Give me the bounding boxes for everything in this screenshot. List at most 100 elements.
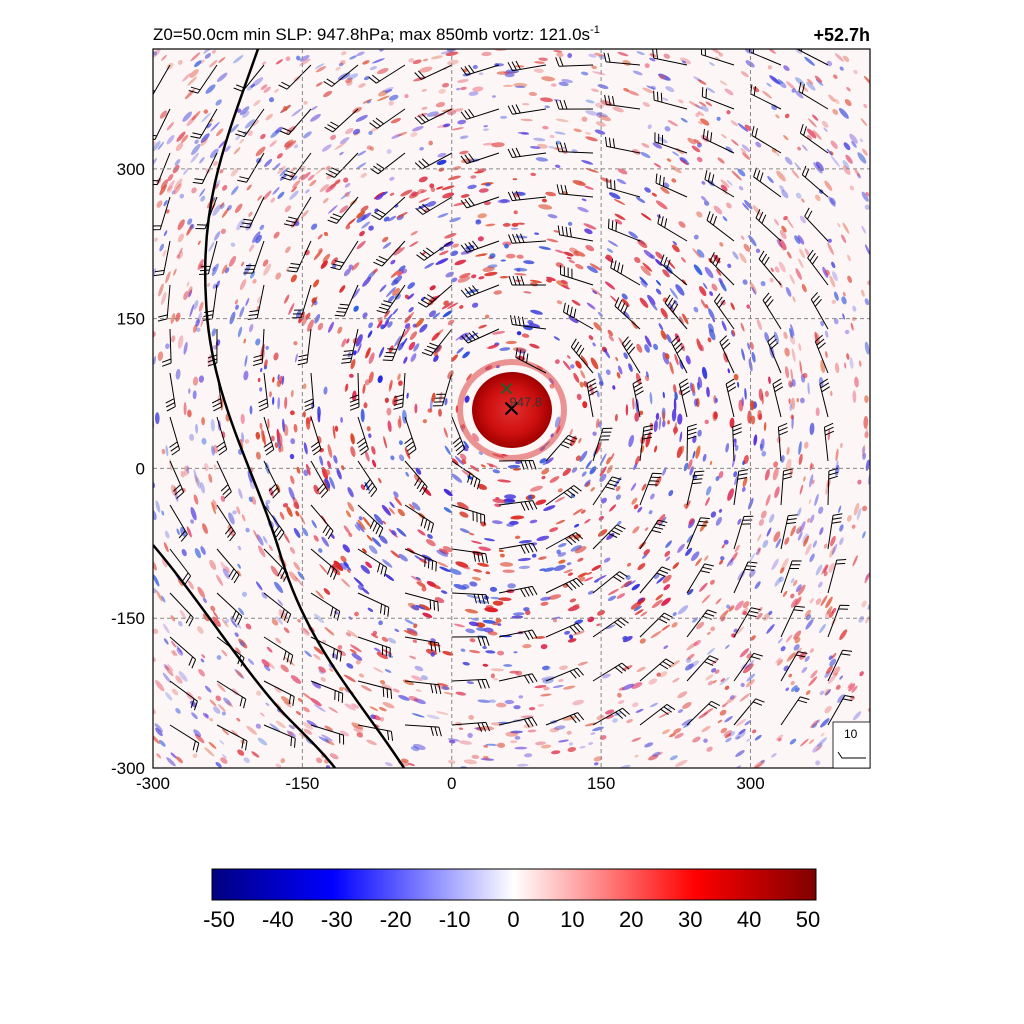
vorticity-speckle: [164, 530, 170, 539]
vorticity-speckle: [665, 556, 671, 562]
vorticity-speckle: [512, 178, 518, 181]
vorticity-speckle: [815, 194, 821, 202]
vorticity-speckle: [820, 718, 830, 728]
vorticity-speckle: [296, 55, 301, 61]
vorticity-speckle: [153, 157, 158, 166]
vorticity-speckle: [695, 112, 700, 118]
vorticity-speckle: [635, 196, 646, 204]
vorticity-speckle: [616, 178, 627, 185]
vorticity-speckle: [438, 88, 446, 94]
wind-barb: [592, 707, 630, 726]
vorticity-speckle: [864, 204, 870, 210]
vorticity-speckle: [191, 187, 197, 194]
vorticity-speckle: [829, 197, 836, 205]
vorticity-speckle: [832, 271, 838, 282]
vorticity-speckle: [219, 740, 225, 745]
vorticity-speckle: [696, 249, 705, 258]
vorticity-speckle: [547, 214, 558, 219]
vorticity-speckle: [691, 145, 701, 153]
vorticity-speckle: [289, 546, 296, 554]
vorticity-speckle: [176, 645, 183, 655]
vorticity-speckle: [153, 707, 156, 715]
vorticity-speckle: [510, 730, 523, 734]
vorticity-speckle: [510, 515, 525, 520]
vorticity-speckle: [304, 650, 312, 658]
wind-barb: [404, 548, 437, 572]
vorticity-speckle: [424, 262, 435, 269]
vorticity-speckle: [679, 316, 684, 324]
vorticity-speckle: [165, 445, 169, 457]
vorticity-speckle: [719, 709, 727, 716]
vorticity-speckle: [422, 612, 433, 619]
vorticity-speckle: [584, 228, 593, 235]
vorticity-speckle: [262, 190, 272, 201]
vorticity-speckle: [355, 334, 363, 347]
vorticity-speckle: [408, 695, 419, 702]
vorticity-speckle: [310, 697, 322, 707]
vorticity-speckle: [606, 465, 613, 474]
vorticity-speckle: [669, 287, 679, 300]
vorticity-speckle: [245, 623, 252, 630]
vorticity-speckle: [154, 412, 160, 425]
vorticity-speckle: [243, 370, 249, 381]
vorticity-speckle: [739, 252, 747, 264]
vorticity-speckle: [351, 288, 361, 299]
vorticity-speckle: [513, 210, 518, 215]
vorticity-speckle: [212, 499, 218, 510]
vorticity-speckle: [665, 540, 672, 548]
vorticity-speckle: [603, 348, 611, 359]
vorticity-speckle: [251, 751, 260, 758]
vorticity-speckle: [387, 420, 392, 433]
vorticity-speckle: [234, 299, 239, 305]
vorticity-speckle: [267, 418, 270, 429]
vorticity-speckle: [432, 312, 441, 319]
vorticity-speckle: [208, 241, 215, 252]
vorticity-speckle: [810, 463, 814, 470]
vorticity-speckle: [766, 623, 775, 634]
vorticity-speckle: [733, 471, 738, 478]
vorticity-speckle: [201, 437, 207, 445]
vorticity-speckle: [488, 463, 494, 468]
vorticity-speckle: [825, 596, 833, 609]
vorticity-speckle: [390, 259, 396, 265]
vorticity-speckle: [290, 274, 297, 283]
vorticity-speckle: [771, 753, 777, 758]
vorticity-speckle: [554, 164, 561, 168]
vorticity-speckle: [221, 754, 227, 759]
vorticity-speckle: [829, 658, 837, 667]
vorticity-speckle: [248, 211, 253, 217]
vorticity-speckle: [329, 476, 336, 490]
vorticity-speckle: [378, 346, 385, 358]
vorticity-speckle: [239, 306, 245, 318]
vorticity-speckle: [781, 189, 789, 199]
wind-barb: [592, 476, 622, 506]
vorticity-speckle: [801, 666, 808, 673]
vorticity-speckle: [775, 734, 784, 741]
vorticity-speckle: [167, 185, 173, 193]
vorticity-speckle: [483, 125, 488, 128]
vorticity-speckle: [427, 408, 433, 413]
vorticity-speckle: [708, 308, 715, 320]
vorticity-speckle: [634, 412, 640, 422]
vorticity-speckle: [560, 279, 568, 285]
wind-barb: [414, 108, 453, 125]
vorticity-speckle: [255, 451, 261, 460]
vorticity-speckle: [674, 732, 684, 739]
vorticity-speckle: [457, 119, 467, 125]
vorticity-speckle: [341, 465, 345, 471]
vorticity-speckle: [390, 455, 395, 461]
vorticity-speckle: [573, 128, 582, 133]
vorticity-speckle: [234, 203, 243, 214]
wind-barb: [192, 152, 218, 185]
vorticity-speckle: [546, 276, 556, 282]
vorticity-speckle: [567, 572, 574, 576]
vorticity-speckle: [746, 673, 756, 682]
vorticity-speckle: [863, 75, 870, 86]
vorticity-speckle: [334, 179, 341, 185]
vorticity-speckle: [797, 146, 801, 151]
vorticity-speckle: [197, 626, 204, 634]
vorticity-speckle: [358, 673, 365, 678]
vorticity-speckle: [731, 139, 739, 146]
vorticity-speckle: [394, 496, 403, 506]
vorticity-speckle: [819, 690, 825, 696]
